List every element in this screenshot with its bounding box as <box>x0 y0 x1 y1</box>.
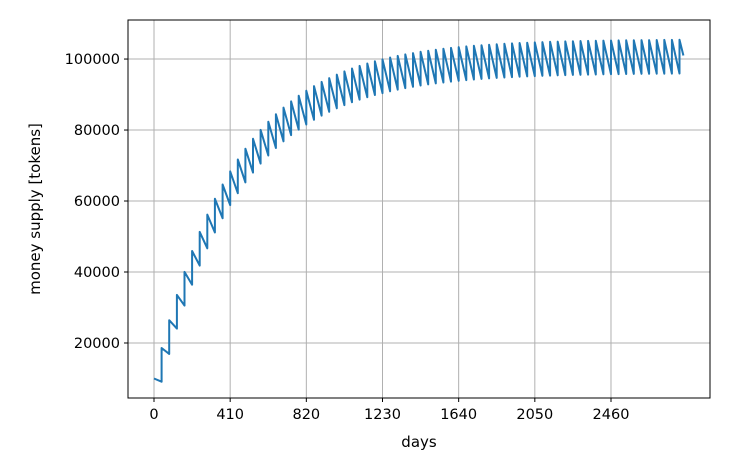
series-line <box>153 38 685 383</box>
y-axis: 20000 40000 60000 80000 100000 <box>65 52 128 352</box>
y-tick-label: 60000 <box>74 194 120 210</box>
x-tick-label: 1640 <box>440 407 477 423</box>
x-axis: 0 410 820 1230 1640 2050 2460 <box>149 398 629 423</box>
series-line-group <box>153 38 685 383</box>
x-tick-label: 410 <box>216 407 244 423</box>
x-tick-label: 1230 <box>364 407 401 423</box>
grid <box>128 20 710 398</box>
x-tick-label: 2050 <box>516 407 553 423</box>
y-tick-label: 80000 <box>74 123 120 139</box>
x-tick-label: 820 <box>292 407 320 423</box>
y-axis-label: money supply [tokens] <box>26 123 44 295</box>
y-tick-label: 20000 <box>74 336 120 352</box>
y-tick-label: 40000 <box>74 265 120 281</box>
x-tick-label: 2460 <box>593 407 630 423</box>
x-tick-label: 0 <box>149 407 158 423</box>
y-tick-label: 100000 <box>65 52 120 68</box>
plot-frame <box>127 19 711 399</box>
x-axis-label: days <box>401 433 437 451</box>
